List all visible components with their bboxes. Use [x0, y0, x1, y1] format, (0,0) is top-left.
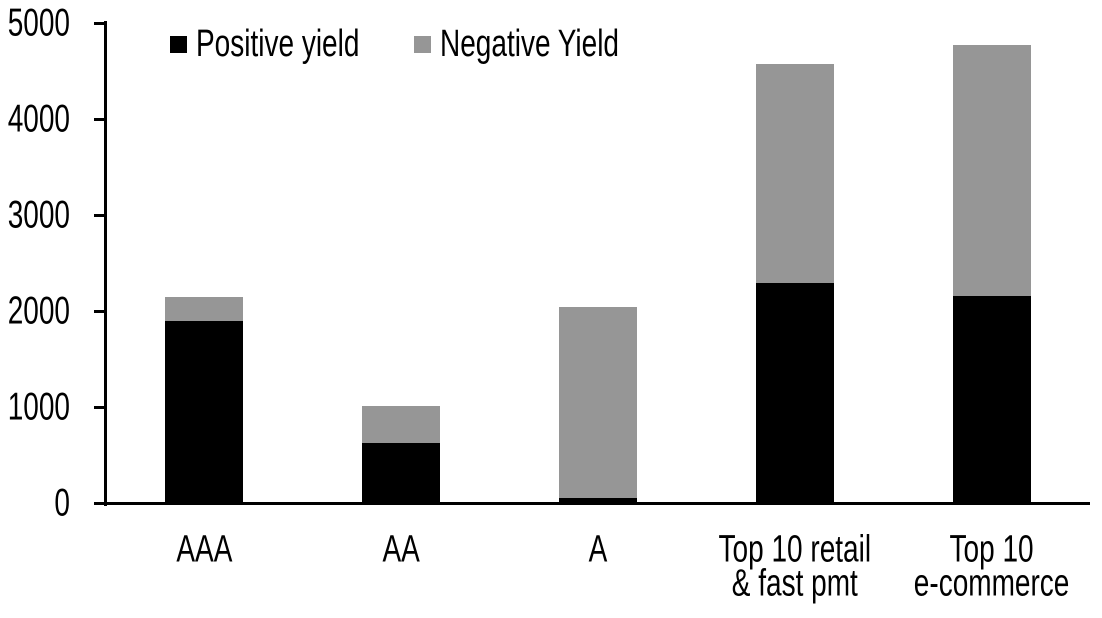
y-tick-label-2000: 2000 — [7, 288, 70, 332]
x-axis-label-a: A — [588, 527, 608, 570]
y-tick-mark-3000 — [94, 214, 104, 217]
bar-positive-yield-a — [559, 498, 637, 503]
y-tick-mark-2000 — [94, 310, 104, 313]
y-tick-mark-5000 — [94, 22, 104, 25]
legend-swatch-positive-yield — [170, 35, 187, 53]
y-tick-label-1000: 1000 — [7, 384, 70, 428]
y-tick-label-5000: 5000 — [7, 0, 70, 45]
legend-swatch-negative-yield — [414, 35, 431, 53]
x-axis-label-top-10-retail: Top 10 retail & fast pmt — [718, 527, 872, 604]
y-tick-mark-4000 — [94, 118, 104, 121]
y-tick-label-4000: 4000 — [7, 96, 70, 140]
legend-item-negative-yield: Negative Yield — [414, 22, 619, 64]
bar-positive-yield-top-10 — [952, 295, 1031, 503]
x-axis-line — [104, 502, 1090, 505]
bar-negative-yield-a — [559, 307, 637, 499]
bar-negative-yield-aaa — [165, 296, 244, 321]
legend-item-positive-yield: Positive yield — [170, 22, 359, 64]
bar-negative-yield-top-10 — [952, 45, 1031, 296]
x-axis-label-top-10: Top 10 e-commerce — [913, 527, 1070, 604]
x-axis-label-aa: AA — [382, 527, 420, 570]
bar-negative-yield-aa — [362, 406, 441, 443]
legend-label-positive-yield: Positive yield — [196, 22, 360, 65]
legend-label-negative-yield: Negative Yield — [440, 22, 620, 65]
y-tick-label-0: 0 — [54, 480, 70, 524]
y-tick-mark-1000 — [94, 406, 104, 409]
bar-positive-yield-aa — [362, 442, 441, 503]
y-tick-label-3000: 3000 — [7, 192, 70, 236]
bar-positive-yield-aaa — [165, 320, 244, 503]
bar-positive-yield-top-10-retail — [755, 283, 834, 503]
bar-negative-yield-top-10-retail — [755, 64, 834, 284]
x-axis-label-aaa: AAA — [176, 527, 233, 570]
y-axis-line — [104, 21, 107, 506]
y-tick-mark-0 — [94, 502, 104, 505]
chart-legend: Positive yield Negative Yield — [0, 22, 1102, 64]
